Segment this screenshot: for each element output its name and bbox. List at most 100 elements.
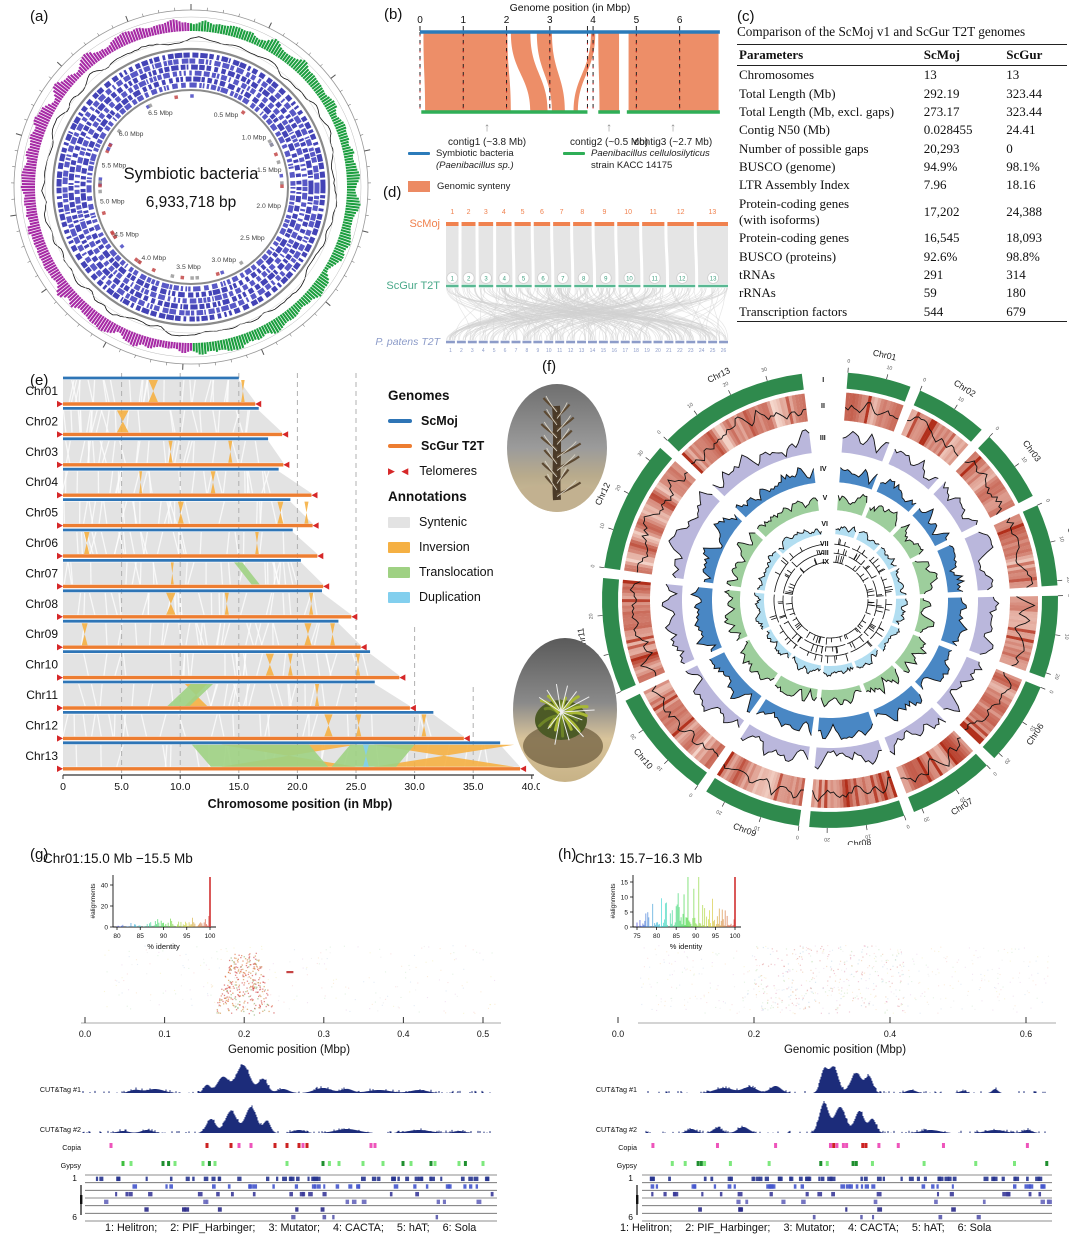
svg-text:0: 0: [991, 770, 997, 776]
telomere: [57, 522, 63, 529]
arc-band: [1006, 557, 1035, 566]
telomere: [317, 552, 324, 560]
arc-band: [860, 395, 870, 424]
arc-band: [890, 404, 904, 432]
legend-annotations-heading: Annotations: [388, 489, 467, 504]
svg-text:15: 15: [621, 879, 629, 886]
chromosome-band: [809, 800, 905, 828]
ring-label: II: [821, 403, 825, 410]
table-header-row: Parameters ScMoj ScGur: [737, 44, 1067, 66]
legend-item-duplication: Duplication: [388, 590, 538, 604]
svg-text:0: 0: [688, 791, 694, 798]
arc-band: [959, 722, 983, 745]
arc-band: [986, 496, 1013, 513]
svg-text:10: 10: [686, 402, 694, 410]
svg-text:100: 100: [205, 933, 216, 940]
telomere: [409, 704, 416, 712]
svg-text:0.4: 0.4: [397, 1029, 409, 1039]
svg-text:11: 11: [557, 348, 562, 354]
arc-band: [932, 428, 952, 454]
arc-band: [1005, 554, 1034, 564]
arc-band: [1002, 648, 1031, 659]
arc-band: [672, 461, 696, 482]
guide-lines: [419, 26, 681, 112]
contig-label: contig1 (~3.8 Mb): [448, 137, 526, 148]
arc-band: [797, 394, 806, 423]
arc-band: [730, 758, 747, 785]
svg-text:0.5: 0.5: [477, 1029, 489, 1039]
arc-band: [978, 483, 1004, 502]
arc-band: [719, 422, 737, 448]
arc-band: [1007, 626, 1036, 635]
arc-band: [855, 777, 863, 806]
x-axis-label: Genomic position (Mbp): [228, 1044, 350, 1056]
svg-text:4.5 Mbp: 4.5 Mbp: [114, 231, 139, 238]
svg-text:16: 16: [612, 348, 618, 354]
svg-text:20: 20: [922, 815, 930, 823]
arc-band: [668, 465, 693, 487]
arc-band: [666, 468, 691, 489]
arc-band: [700, 434, 721, 459]
svg-text:2.5 Mbp: 2.5 Mbp: [240, 235, 265, 242]
arc-band: [936, 432, 957, 457]
chromosome-label: Chr06: [25, 536, 58, 550]
arc-band: [622, 601, 651, 606]
arc-band: [965, 716, 989, 738]
arc-band: [788, 395, 797, 424]
chromosome-label: Chr08: [25, 597, 58, 611]
panel-h-title: Chr13: 15.7−16.3 Mb: [575, 851, 703, 866]
table-cell: 679: [1004, 302, 1067, 322]
arc-band: [673, 718, 697, 740]
arc-band: [736, 412, 752, 440]
inv-feature: [177, 501, 184, 524]
panel-label-b: (b): [384, 6, 403, 23]
arc-band: [875, 773, 886, 802]
svg-text:0.1: 0.1: [158, 1029, 170, 1039]
arc-band: [858, 777, 867, 806]
table-cell: BUSCO (proteins): [739, 248, 837, 264]
arc-band: [622, 613, 651, 619]
arc-band: [980, 485, 1006, 504]
arc-band: [883, 771, 895, 799]
arc-band: [647, 686, 674, 704]
inv-feature: [228, 440, 233, 463]
arc-band: [866, 775, 876, 804]
arc-band: [844, 392, 850, 421]
arc-band: [642, 506, 670, 522]
table-cell: LTR Assembly Index: [739, 177, 850, 193]
arc-band: [688, 445, 710, 469]
arc-band: [622, 589, 651, 594]
telomere: [311, 492, 318, 499]
table-cell: Number of possible gaps: [739, 140, 869, 156]
arc-band: [624, 567, 653, 575]
arc-band: [693, 441, 714, 465]
arc-band: [763, 401, 775, 430]
chromosome-label: Chr04: [25, 475, 58, 489]
arc-band: [653, 486, 680, 505]
svg-text:10: 10: [1058, 536, 1065, 543]
svg-text:10: 10: [626, 277, 633, 283]
arc-band: [987, 499, 1014, 516]
table-cell: 273.17: [923, 103, 960, 119]
svg-text:21: 21: [666, 348, 672, 354]
arc-band: [989, 681, 1016, 698]
te-legend-item: 1: Helitron;: [105, 1222, 158, 1234]
inv-feature: [168, 440, 173, 463]
arc-band: [913, 758, 930, 785]
hist-y-label: #alignments: [90, 883, 97, 919]
chromosome-rows: Chr01 Chr02 Chr03 Chr04 Chr05 Chr06 Chr07 Chr08…: [25, 376, 527, 772]
table-cell: 92.6%: [923, 248, 958, 264]
table-cell: 13: [1006, 67, 1020, 83]
arc-band: [776, 773, 787, 802]
chromosome-label: Chr12: [25, 718, 58, 732]
svg-text:3: 3: [471, 348, 474, 354]
chromosome-name: Chr01: [872, 348, 898, 363]
svg-text:5.0: 5.0: [114, 781, 129, 793]
arc-band: [785, 775, 795, 804]
table-row: rRNAs 59 180: [737, 284, 1067, 302]
bacteria-synteny-plot: Genome position (in Mbp) 0 1 2 3 4 5 6 ↑ contig1 …: [417, 2, 720, 148]
chromosome-band: [602, 578, 636, 692]
grid-row-label-bottom: 6: [628, 1212, 633, 1222]
te-grid: 16: [628, 1173, 1052, 1222]
table-title: Comparison of the ScMoj v1 and ScGur T2T…: [737, 24, 1026, 39]
